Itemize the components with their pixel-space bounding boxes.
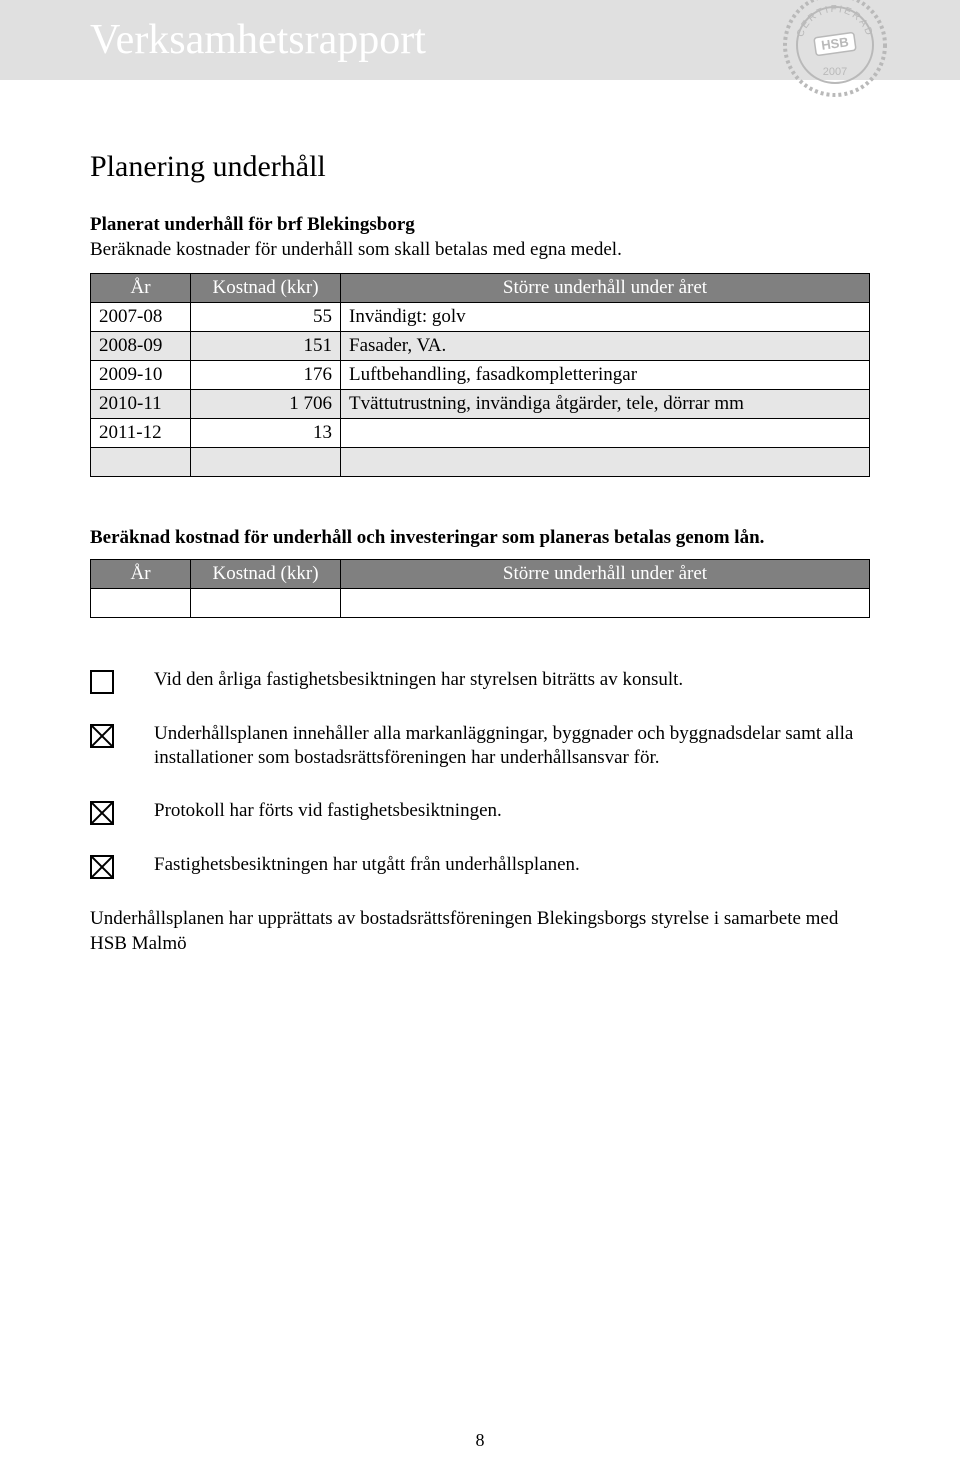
maintenance2-heading: Beräknad kostnad för underhåll och inves… (90, 527, 870, 549)
checkbox-icon (90, 801, 114, 825)
check-text: Vid den årliga fastighetsbesiktningen ha… (154, 668, 870, 693)
col-cost: Kostnad (kkr) (191, 273, 341, 302)
check-list: Vid den årliga fastighetsbesiktningen ha… (90, 668, 870, 879)
col-desc: Större underhåll under året (341, 273, 870, 302)
cell-desc (341, 447, 870, 476)
table-row (91, 588, 870, 617)
page-title: Verksamhetsrapport (90, 16, 426, 64)
checkbox-icon (90, 855, 114, 879)
cell-year: 2009-10 (91, 360, 191, 389)
check-text: Underhållsplanen innehåller alla markanl… (154, 722, 870, 771)
check-item: Underhållsplanen innehåller alla markanl… (90, 722, 870, 771)
table-header-row: År Kostnad (kkr) Större underhåll under … (91, 273, 870, 302)
col-desc: Större underhåll under året (341, 559, 870, 588)
cell-cost (191, 588, 341, 617)
page: Verksamhetsrapport CERTIFIERAD HSB 2007 … (0, 0, 960, 1471)
svg-text:2007: 2007 (823, 66, 847, 78)
cell-cost (191, 447, 341, 476)
cell-cost: 1 706 (191, 389, 341, 418)
table-row (91, 447, 870, 476)
table-header-row: År Kostnad (kkr) Större underhåll under … (91, 559, 870, 588)
cell-desc (341, 418, 870, 447)
cell-year: 2008-09 (91, 331, 191, 360)
col-cost: Kostnad (kkr) (191, 559, 341, 588)
svg-text:CERTIFIERAD: CERTIFIERAD (795, 4, 875, 39)
check-item: Fastighetsbesiktningen har utgått från u… (90, 853, 870, 879)
cell-desc: Tvättutrustning, invändiga åtgärder, tel… (341, 389, 870, 418)
table-row: 2010-111 706Tvättutrustning, invändiga å… (91, 389, 870, 418)
cell-year: 2011-12 (91, 418, 191, 447)
cell-cost: 55 (191, 302, 341, 331)
cell-year (91, 588, 191, 617)
check-item: Vid den årliga fastighetsbesiktningen ha… (90, 668, 870, 694)
section-heading: Planering underhåll (90, 150, 870, 184)
checkbox-icon (90, 670, 114, 694)
cell-desc: Invändigt: golv (341, 302, 870, 331)
cell-year (91, 447, 191, 476)
cell-year: 2010-11 (91, 389, 191, 418)
table-row: 2009-10176Luftbehandling, fasadkomplette… (91, 360, 870, 389)
table-row: 2011-1213 (91, 418, 870, 447)
col-year: År (91, 559, 191, 588)
maintenance2-table: År Kostnad (kkr) Större underhåll under … (90, 559, 870, 618)
table-row: 2008-09151Fasader, VA. (91, 331, 870, 360)
maintenance1-table: År Kostnad (kkr) Större underhåll under … (90, 273, 870, 477)
cell-cost: 13 (191, 418, 341, 447)
cell-desc: Luftbehandling, fasadkompletteringar (341, 360, 870, 389)
check-item: Protokoll har förts vid fastighetsbesikt… (90, 799, 870, 825)
cell-cost: 151 (191, 331, 341, 360)
maintenance1-heading: Planerat underhåll för brf Blekingsborg (90, 214, 870, 236)
cell-year: 2007-08 (91, 302, 191, 331)
col-year: År (91, 273, 191, 302)
cell-cost: 176 (191, 360, 341, 389)
cell-desc (341, 588, 870, 617)
check-text: Protokoll har förts vid fastighetsbesikt… (154, 799, 870, 824)
header-band: Verksamhetsrapport CERTIFIERAD HSB 2007 (0, 0, 960, 80)
certification-stamp-icon: CERTIFIERAD HSB 2007 (780, 0, 890, 100)
page-number: 8 (0, 1430, 960, 1451)
check-text: Fastighetsbesiktningen har utgått från u… (154, 853, 870, 878)
footer-paragraph: Underhållsplanen har upprättats av bosta… (90, 907, 870, 956)
maintenance1-subtext: Beräknade kostnader för underhåll som sk… (90, 238, 870, 263)
checkbox-icon (90, 724, 114, 748)
cell-desc: Fasader, VA. (341, 331, 870, 360)
table-row: 2007-0855Invändigt: golv (91, 302, 870, 331)
